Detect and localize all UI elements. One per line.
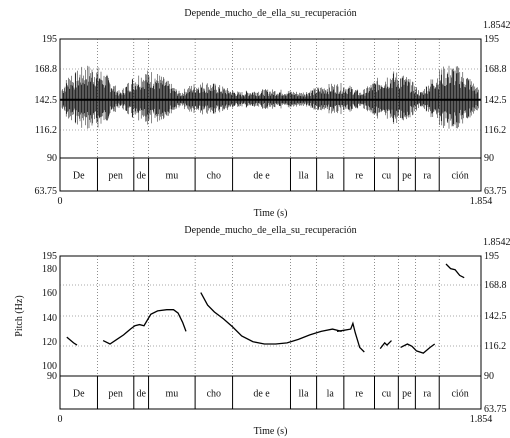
segment-label: cho xyxy=(207,171,221,182)
segment-label: pe xyxy=(402,389,412,400)
y-tick-label-left: 195 xyxy=(42,251,57,262)
y-tick-label-left: 120 xyxy=(42,337,57,348)
x-axis-label: Time (s) xyxy=(254,208,288,219)
y-tick-label-left: 90 xyxy=(47,371,57,382)
y-tick-label-left: 160 xyxy=(42,288,57,299)
chart-title: Depende_mucho_de_ella_su_recuperación xyxy=(184,8,356,19)
x-tick-label: 0 xyxy=(58,414,63,425)
x-axis-label: Time (s) xyxy=(254,426,288,437)
x-tick-label: 1.854 xyxy=(470,414,493,425)
y-tick-label-right: 90 xyxy=(484,153,494,164)
y-tick-label-right: 195 xyxy=(484,34,499,45)
x-tick-label: 1.854 xyxy=(470,196,493,207)
pitch-contour-7 xyxy=(445,263,465,279)
segment-label: De xyxy=(73,171,85,182)
segment-label: De xyxy=(73,389,85,400)
segment-label: de xyxy=(136,171,146,182)
y-tick-label-left: 140 xyxy=(42,313,57,324)
segment-label: cu xyxy=(382,171,391,182)
segment-label: cho xyxy=(207,389,221,400)
segment-label: mu xyxy=(165,389,178,400)
segment-label: ción xyxy=(451,171,468,182)
segment-label: ra xyxy=(423,171,431,182)
segment-label: de xyxy=(136,389,146,400)
y-tick-label-left: 100 xyxy=(42,361,57,372)
y-tick-label-left: 180 xyxy=(42,264,57,275)
y-tick-label-left: 142.5 xyxy=(35,95,58,106)
panel-2: Depende_mucho_de_ella_su_recuperación De p… xyxy=(14,225,510,437)
y-tick-label-right: 195 xyxy=(484,251,499,262)
y-tick-label-right: 168.8 xyxy=(484,64,507,75)
segment-label: ra xyxy=(423,389,431,400)
y-tick-label-left: 116.2 xyxy=(35,125,57,136)
pitch-contour-2 xyxy=(102,309,187,345)
segment-label: la xyxy=(327,389,335,400)
segment-label: re xyxy=(355,389,363,400)
segment-label: de e xyxy=(253,389,270,400)
y-axis-label: Pitch (Hz) xyxy=(14,295,25,336)
y-right-top-label: 1.85425 xyxy=(483,20,510,31)
y-right-top-label: 1.85425 xyxy=(483,237,510,248)
pitch-contour-3 xyxy=(200,292,342,345)
y-tick-label-right: 116.2 xyxy=(484,341,506,352)
chart-title: Depende_mucho_de_ella_su_recuperación xyxy=(184,225,356,236)
y-tick-label-right: 90 xyxy=(484,371,494,382)
segment-label: lla xyxy=(299,171,310,182)
pitch-contour-1 xyxy=(66,336,78,346)
x-tick-label: 0 xyxy=(58,196,63,207)
segment-label: la xyxy=(327,171,335,182)
plot-frame xyxy=(59,38,482,192)
segment-label: cu xyxy=(382,389,391,400)
pitch-contour-5 xyxy=(379,340,392,350)
y-tick-label-right: 168.8 xyxy=(484,280,507,291)
waveform xyxy=(61,65,479,129)
y-tick-label-right: 142.5 xyxy=(484,311,507,322)
y-tick-label-right: 116.2 xyxy=(484,125,506,136)
y-tick-label-left: 168.8 xyxy=(35,64,58,75)
y-tick-label-left: 90 xyxy=(47,153,57,164)
plot-frame xyxy=(59,255,482,410)
y-tick-label-right: 63.75 xyxy=(484,404,507,415)
pitch-contour-6 xyxy=(400,343,436,354)
y-tick-label-right: 142.5 xyxy=(484,95,507,106)
segment-label: re xyxy=(355,171,363,182)
segment-label: pe xyxy=(402,171,412,182)
y-tick-label-left: 195 xyxy=(42,34,57,45)
segment-label: pen xyxy=(108,389,122,400)
segment-label: de e xyxy=(253,171,270,182)
segment-label: ción xyxy=(451,389,468,400)
segment-label: lla xyxy=(299,389,310,400)
segment-label: pen xyxy=(108,171,122,182)
panel-1: Depende_mucho_de_ella_su_recuperación De p… xyxy=(35,8,510,219)
y-tick-label-left: 63.75 xyxy=(35,186,58,197)
segment-label: mu xyxy=(165,171,178,182)
y-tick-label-right: 63.75 xyxy=(484,186,507,197)
pitch-contour-4 xyxy=(336,321,365,353)
